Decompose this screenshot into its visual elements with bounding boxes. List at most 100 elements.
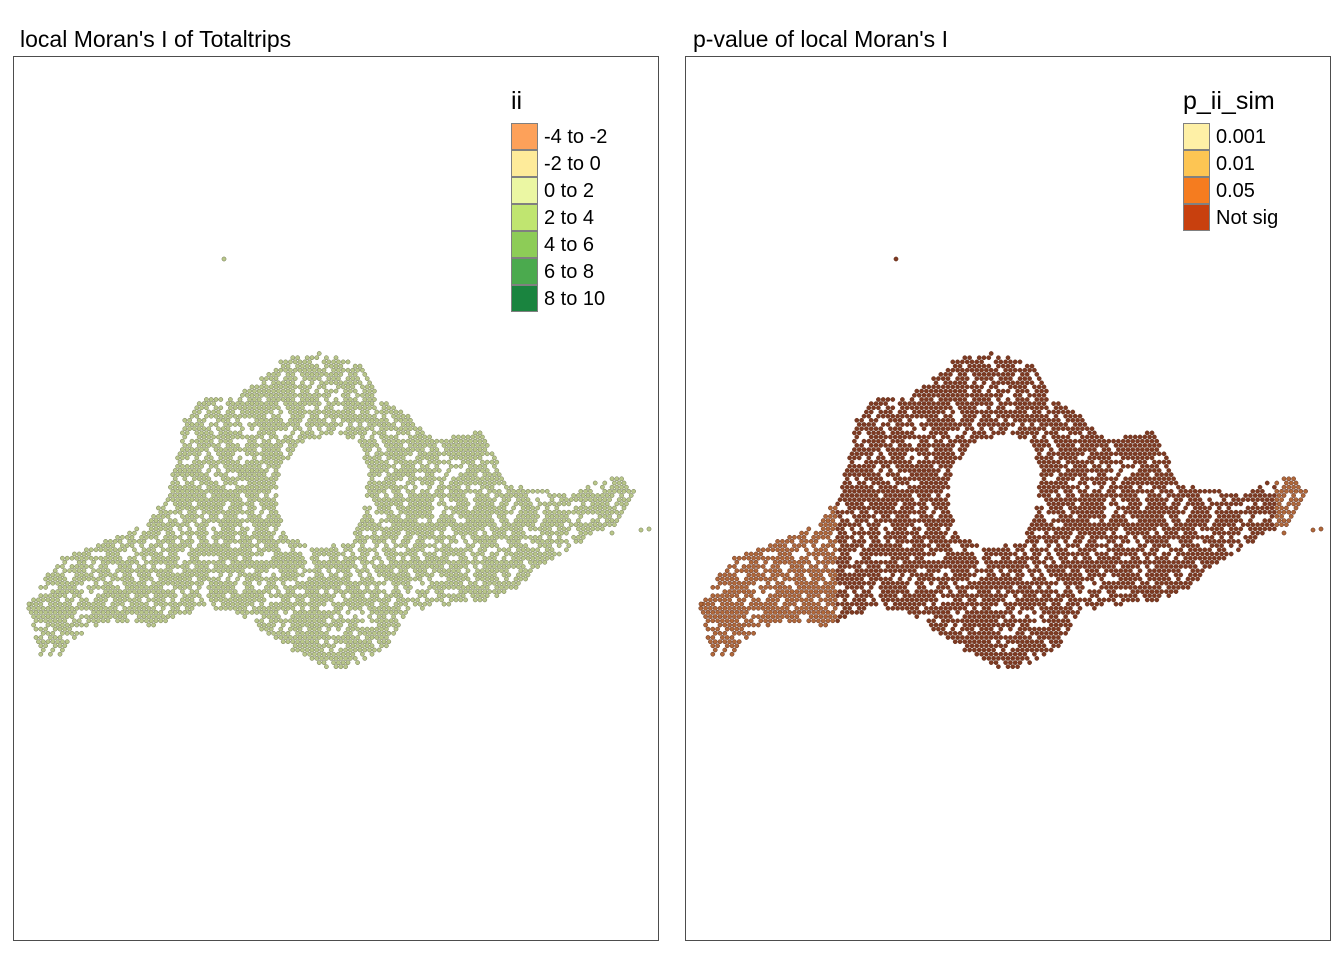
hexagon-point	[969, 359, 975, 365]
hexagon-point	[1039, 380, 1044, 386]
hexagon-point	[537, 501, 543, 507]
hexagon-point	[213, 605, 219, 611]
hexagon-point	[105, 568, 111, 574]
hexagon-point	[556, 509, 562, 515]
hexagon-point	[1036, 401, 1042, 406]
hexagon-point	[129, 543, 135, 548]
hexagon-point	[72, 551, 77, 557]
hexagon-point	[554, 539, 560, 544]
hexagon-point	[398, 476, 404, 482]
hexagon-point	[609, 493, 615, 498]
hexagon-point	[1171, 476, 1176, 482]
hexagon-point	[280, 580, 286, 586]
hexagon-point	[619, 484, 624, 490]
hexagon-point	[345, 576, 351, 582]
hexagon-point	[384, 601, 389, 607]
hexagon-point	[936, 401, 941, 406]
legend-item: 6 to 8	[511, 258, 607, 285]
hexagon-point	[1137, 501, 1143, 507]
hexagon-point	[391, 614, 396, 619]
hexagon-point	[412, 468, 418, 473]
hexagon-point	[412, 526, 418, 532]
hexagon-point	[1015, 397, 1020, 402]
hexagon-point	[259, 409, 264, 415]
hexagon-point	[261, 497, 267, 503]
hexagon-point	[328, 405, 334, 411]
hexagon-point	[902, 401, 908, 406]
hexagon-point	[866, 447, 872, 452]
hexagon-point	[1034, 438, 1040, 444]
hexagon-point	[266, 388, 272, 394]
hexagon-point	[196, 559, 202, 565]
hexagon-point	[79, 630, 84, 636]
hexagon-point	[168, 493, 173, 498]
hexagon-point	[448, 488, 454, 494]
hexagon-point	[213, 447, 219, 452]
hexagon-point	[336, 576, 341, 582]
hexagon-point	[504, 493, 509, 498]
hexagon-point	[194, 430, 200, 436]
hexagon-point	[504, 534, 509, 540]
hexagon-point	[554, 505, 560, 511]
hexagon-point	[866, 463, 872, 469]
hexagon-point	[480, 468, 485, 473]
hexagon-point	[276, 397, 281, 402]
hexagon-point	[333, 580, 339, 586]
hexagon-point	[331, 610, 336, 615]
hexagon-point	[907, 476, 912, 482]
hexagon-point	[1219, 501, 1224, 507]
hexagon-point	[55, 589, 60, 594]
hexagon-point	[177, 601, 183, 607]
hexagon-point	[273, 468, 279, 473]
hexagon-point	[307, 643, 312, 649]
hexagon-point	[242, 589, 248, 594]
hexagon-point	[412, 568, 418, 574]
hexagon-point	[52, 618, 58, 624]
hexagon-point	[453, 480, 459, 486]
hexagon-point	[206, 484, 212, 490]
hexagon-point	[259, 518, 264, 523]
hexagon-point	[564, 497, 569, 503]
hexagon-point	[360, 367, 365, 373]
hexagon-point	[916, 501, 922, 507]
hexagon-point	[1024, 388, 1030, 394]
hexagon-point	[247, 472, 252, 477]
hexagon-point	[988, 426, 994, 432]
hexagon-point	[218, 547, 224, 553]
hexagon-point	[444, 580, 449, 586]
hexagon-point	[96, 543, 101, 548]
hexagon-point	[343, 597, 348, 603]
hexagon-point	[1070, 493, 1076, 498]
hexagon-point	[355, 660, 360, 665]
hexagon-point	[494, 459, 500, 465]
hexagon-point	[472, 530, 478, 536]
hexagon-point	[876, 472, 881, 477]
hexagon-point	[331, 651, 336, 657]
hexagon-point	[931, 384, 936, 390]
hexagon-point	[1075, 509, 1080, 515]
hexagon-point	[554, 530, 560, 536]
hexagon-point	[254, 593, 260, 599]
hexagon-point	[912, 476, 917, 482]
hexagon-point	[230, 443, 236, 448]
hexagon-point	[79, 564, 84, 569]
hexagon-point	[424, 480, 430, 486]
hexagon-point	[331, 401, 336, 406]
hexagon-point	[28, 610, 34, 615]
hexagon-point	[177, 451, 183, 457]
hexagon-point	[432, 451, 437, 457]
hexagon-point	[156, 597, 161, 603]
hexagon-point	[364, 451, 370, 457]
hexagon-point	[1039, 480, 1044, 486]
hexagon-point	[374, 484, 380, 490]
hexagon-point	[499, 509, 504, 515]
hexagon-point	[1228, 493, 1234, 498]
hexagon-point	[355, 534, 360, 540]
hexagon-point	[259, 576, 264, 582]
hexagon-point	[266, 488, 272, 494]
hexagon-point	[276, 372, 281, 377]
hexagon-point	[1140, 447, 1145, 452]
hexagon-point	[228, 539, 233, 544]
hexagon-point	[252, 505, 257, 511]
hexagon-point	[480, 459, 485, 465]
